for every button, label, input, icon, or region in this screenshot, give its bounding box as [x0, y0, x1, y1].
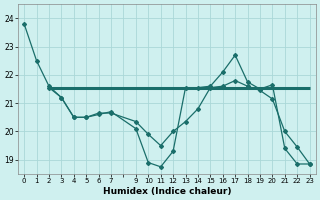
- X-axis label: Humidex (Indice chaleur): Humidex (Indice chaleur): [103, 187, 231, 196]
